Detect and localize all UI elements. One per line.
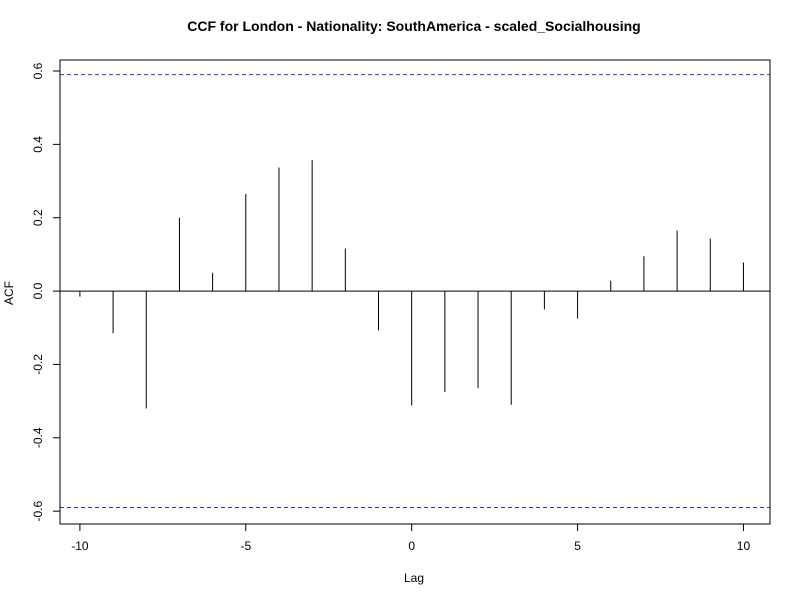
y-tick-label: -0.6 (31, 501, 45, 522)
y-tick-label: -0.4 (31, 427, 45, 448)
y-tick-label: -0.2 (31, 354, 45, 375)
y-tick-label: 0.0 (31, 282, 45, 299)
y-tick-label: 0.6 (31, 62, 45, 79)
x-axis: -10 -5 0 5 10 (71, 523, 751, 553)
x-tick-label: 0 (408, 539, 415, 553)
x-tick-label: -5 (240, 539, 251, 553)
y-tick-label: 0.2 (31, 209, 45, 226)
ccf-bars (79, 160, 744, 409)
x-tick-label: -10 (71, 539, 89, 553)
x-tick-label: 10 (737, 539, 751, 553)
x-axis-label: Lag (404, 571, 424, 585)
y-tick-label: 0.4 (31, 136, 45, 153)
chart-title: CCF for London - Nationality: SouthAmeri… (187, 18, 640, 34)
confidence-bounds (60, 74, 770, 508)
plot-frame (59, 59, 771, 525)
y-axis: -0.6 -0.4 -0.2 0.0 0.2 0.4 0.6 (31, 62, 61, 522)
y-axis-label: ACF (2, 281, 16, 305)
x-tick-label: 5 (574, 539, 581, 553)
